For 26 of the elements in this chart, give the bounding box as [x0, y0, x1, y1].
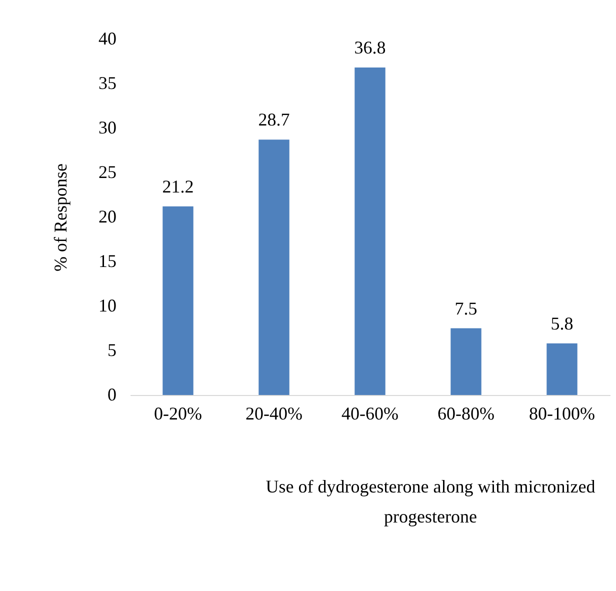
y-tick-label: 25	[98, 162, 116, 182]
y-tick-label: 10	[98, 296, 116, 316]
y-tick-label: 40	[98, 28, 116, 48]
x-axis-title: Use of dydrogesterone along with micronized progesterone	[266, 476, 596, 526]
bar	[258, 140, 290, 395]
data-label: 21.2	[162, 176, 194, 196]
bar	[450, 328, 482, 395]
bar	[162, 206, 194, 395]
x-tick-label: 60-80%	[438, 404, 494, 424]
data-label: 5.8	[550, 313, 574, 334]
x-tick-label: 80-100%	[529, 404, 595, 424]
x-tick-label: 20-40%	[246, 404, 302, 424]
data-label: 28.7	[258, 110, 290, 130]
x-tick-label: 0-20%	[154, 404, 202, 424]
x-tick-label: 40-60%	[342, 404, 398, 424]
y-axis-title: % of Response	[50, 164, 70, 272]
y-tick-label: 0	[108, 384, 116, 404]
y-tick-label: 35	[98, 73, 116, 93]
bar	[546, 343, 578, 395]
bar	[354, 67, 386, 395]
data-label: 36.8	[354, 37, 386, 58]
y-tick-label: 20	[98, 206, 116, 226]
y-tick-label: 15	[98, 251, 116, 271]
data-label: 7.5	[454, 298, 478, 318]
y-tick-label: 30	[98, 118, 116, 138]
y-tick-label: 5	[108, 340, 116, 360]
